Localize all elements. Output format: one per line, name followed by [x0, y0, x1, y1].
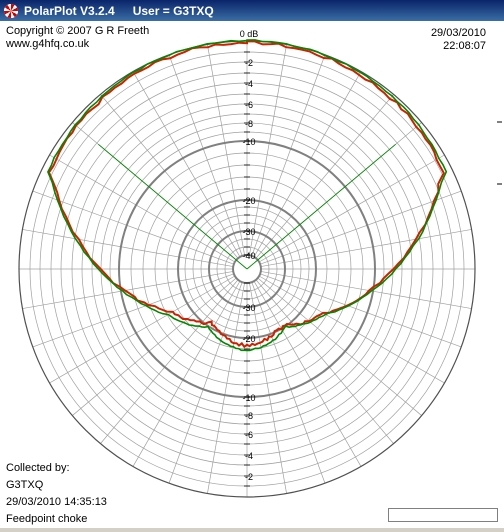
- axis-ticks: [244, 51, 502, 487]
- grid-spoke: [207, 282, 245, 494]
- grid-spoke: [22, 271, 234, 309]
- grid-spoke: [207, 44, 245, 256]
- grid-spoke: [32, 273, 234, 348]
- ring-label-top: -40: [242, 251, 255, 261]
- grid-spoke: [251, 282, 326, 484]
- polar-plot-app-icon[interactable]: [4, 3, 18, 18]
- window-bottom-edge: [0, 528, 504, 532]
- ring-label-top: -30: [242, 227, 255, 237]
- ring-label-bottom: -20: [242, 334, 255, 344]
- grid-spoke: [22, 229, 234, 267]
- header-date: 29/03/2010: [430, 27, 486, 39]
- grid-spoke: [49, 275, 236, 384]
- ring-label-top: 0 dB: [240, 29, 259, 39]
- status-box: [388, 508, 498, 522]
- grid-spoke: [132, 71, 241, 258]
- grid-spoke: [260, 271, 472, 309]
- grid-spoke: [168, 54, 243, 256]
- grid-spoke: [168, 282, 243, 484]
- header-time: 22:08:07: [443, 40, 486, 52]
- ring-labels: 0 dB -2 -4 -6 -8 -10 -20 -30 -40 -30 -20 -10 -8 -6 -4 -…: [240, 29, 259, 482]
- beamwidth-line: [98, 143, 248, 270]
- ring-label-top: -2: [245, 58, 253, 68]
- ring-label-bottom: -4: [245, 451, 253, 461]
- grid-spoke: [260, 229, 472, 267]
- grid-spoke: [49, 154, 236, 263]
- title-bar[interactable]: PolarPlot V3.2.4 User = G3TXQ: [0, 0, 504, 21]
- window-title: PolarPlot V3.2.4: [24, 3, 115, 18]
- ring-label-bottom: -10: [242, 393, 255, 403]
- pattern-traces: [47, 39, 448, 352]
- ring-label-top: -20: [242, 196, 255, 206]
- beamwidth-line: [246, 143, 396, 270]
- collected-datetime: 29/03/2010 14:35:13: [6, 496, 107, 508]
- beamwidth-lines: [98, 143, 396, 270]
- pattern-trace-red: [47, 40, 445, 349]
- collector-name: G3TXQ: [6, 479, 44, 491]
- grid-spoke: [249, 282, 287, 494]
- ring-label-top: -6: [245, 100, 253, 110]
- ring-label-bottom: -8: [245, 411, 253, 421]
- ring-label-top: -8: [245, 119, 253, 129]
- ring-label-top: -10: [242, 137, 255, 147]
- copyright-text: Copyright © 2007 G R Freeth: [6, 25, 150, 37]
- grid-spoke: [260, 190, 462, 265]
- ring-label-top: -4: [245, 79, 253, 89]
- grid-spoke: [249, 44, 287, 256]
- plot-description: Feedpoint choke: [6, 513, 88, 525]
- collected-by-label: Collected by:: [6, 462, 70, 474]
- grid-spoke: [257, 277, 422, 416]
- grid-spoke: [100, 94, 239, 259]
- grid-spoke: [258, 154, 445, 263]
- pattern-trace-green: [47, 39, 448, 352]
- grid-spoke: [258, 275, 445, 384]
- grid-spoke: [32, 190, 234, 265]
- grid-spoke: [132, 280, 241, 467]
- grid-spoke: [251, 54, 326, 256]
- grid-spoke: [253, 280, 362, 467]
- window-user: User = G3TXQ: [132, 3, 214, 18]
- ring-label-bottom: -30: [242, 303, 255, 313]
- grid-spoke: [255, 94, 394, 259]
- grid-spoke: [253, 71, 362, 258]
- polar-plot: 0 dB -2 -4 -6 -8 -10 -20 -30 -40 -30 -20 -10 -8 -6 -4 -…: [18, 29, 502, 498]
- grid-spoke: [260, 273, 462, 348]
- website-text: www.g4hfq.co.uk: [6, 38, 90, 50]
- ring-label-bottom: -6: [245, 430, 253, 440]
- grid-spoke: [72, 277, 237, 416]
- grid-spoke: [255, 279, 394, 444]
- grid-spoke: [100, 279, 239, 444]
- ring-label-bottom: -2: [245, 472, 253, 482]
